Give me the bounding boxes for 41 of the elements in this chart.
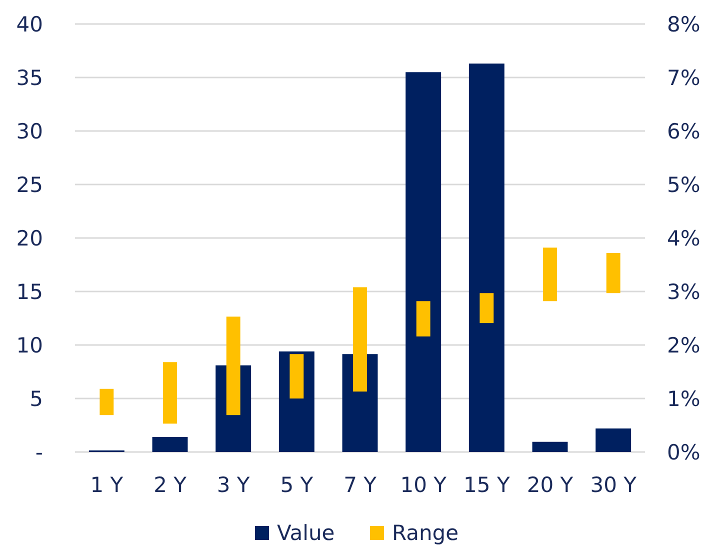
x-tick-label: 20 Y [526,473,574,497]
y2-tick-label: 0% [667,440,700,464]
y2-tick-label: 4% [667,226,700,250]
x-tick-label: 2 Y [154,473,187,497]
y2-tick-label: 8% [667,12,700,36]
y-tick-label: 25 [16,172,43,197]
bar [606,252,620,294]
bar [416,301,430,336]
bar [480,293,494,324]
x-tick-label: 3 Y [216,473,250,497]
y-tick-label: - [35,440,43,464]
legend-label: Range [392,521,459,545]
bar [468,64,504,452]
bar [100,388,114,416]
bar [543,248,557,302]
y2-tick-label: 3% [667,280,700,304]
x-tick-label: 10 Y [400,473,447,497]
y-tick-label: 20 [16,226,43,250]
bar [290,354,304,398]
y-tick-label: 5 [30,386,43,411]
y2-tick-label: 2% [667,333,700,358]
y-tick-label: 15 [16,280,43,304]
x-tick-label: 15 Y [464,473,510,497]
bar [532,442,568,452]
y2-tick-label: 7% [667,66,700,90]
y-tick-label: 30 [16,119,43,144]
bar [152,437,188,452]
y2-tick-label: 1% [667,386,700,411]
bar [163,362,177,424]
bar [596,428,632,452]
x-tick-label: 5 Y [280,473,314,497]
y-tick-label: 40 [16,12,43,36]
bar [406,72,442,452]
x-tick-label: 7 Y [344,473,377,497]
x-tick-label: 1 Y [90,473,124,497]
x-tick-label: 30 Y [590,473,637,497]
y2-tick-label: 6% [667,119,700,144]
y2-tick-label: 5% [667,172,700,197]
y-tick-label: 10 [16,333,43,358]
legend-label: Value [277,521,335,545]
y-tick-label: 35 [16,66,43,90]
